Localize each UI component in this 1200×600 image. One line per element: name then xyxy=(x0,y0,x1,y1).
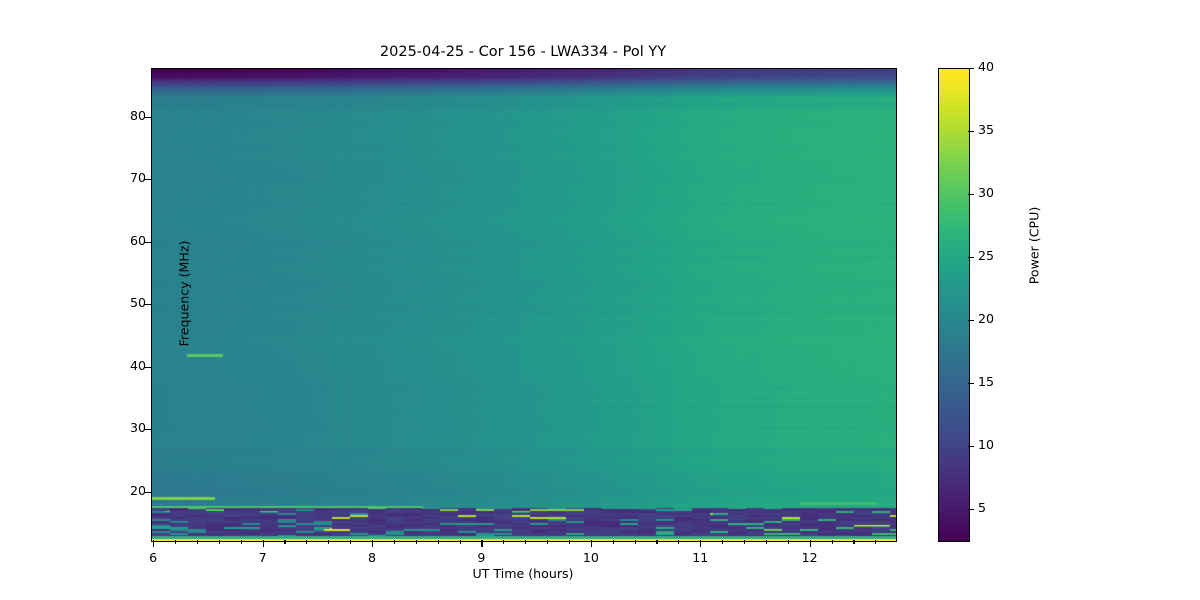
spectrogram-axes xyxy=(151,68,897,542)
y-tick-mark xyxy=(144,241,151,243)
x-axis-label: UT Time (hours) xyxy=(472,566,574,581)
x-minor-tick-mark xyxy=(875,540,877,544)
x-minor-tick-mark xyxy=(612,540,614,544)
x-tick-label: 8 xyxy=(367,550,376,565)
colorbar-tick-mark xyxy=(968,508,974,510)
colorbar-tick-label: 20 xyxy=(978,310,995,326)
colorbar-tick-mark xyxy=(968,130,974,133)
x-minor-tick-mark xyxy=(831,540,833,544)
x-minor-tick-mark xyxy=(393,540,395,544)
x-minor-tick-mark xyxy=(853,540,855,544)
x-minor-tick-mark xyxy=(437,540,439,544)
y-tick-mark xyxy=(144,429,151,431)
x-tick-label: 7 xyxy=(258,550,267,565)
colorbar-tick-mark xyxy=(968,319,974,321)
x-minor-tick-mark xyxy=(328,540,330,544)
y-tick-mark xyxy=(144,491,151,493)
x-minor-tick-mark xyxy=(415,540,417,544)
y-tick-label: 40 xyxy=(129,357,146,373)
colorbar-tick-mark xyxy=(968,256,974,258)
x-minor-tick-mark xyxy=(503,540,505,544)
x-tick-mark xyxy=(809,540,811,547)
colorbar-tick-label: 40 xyxy=(978,59,995,74)
y-tick-label: 50 xyxy=(129,295,146,311)
y-tick-mark xyxy=(144,116,151,118)
colorbar-label: Power (CPU) xyxy=(1026,206,1042,285)
x-tick-mark xyxy=(700,540,702,547)
x-minor-tick-mark xyxy=(306,540,308,544)
y-tick-label: 60 xyxy=(129,232,146,248)
x-tick-mark xyxy=(590,540,592,547)
y-tick-label: 20 xyxy=(129,482,146,498)
x-minor-tick-mark xyxy=(568,540,571,544)
page-title: 2025-04-25 - Cor 156 - LWA334 - Pol YY xyxy=(379,44,667,60)
x-tick-mark xyxy=(153,540,155,547)
y-tick-label: 80 xyxy=(129,107,146,123)
x-minor-tick-mark xyxy=(218,540,220,544)
x-tick-mark xyxy=(481,540,483,547)
x-tick-label: 11 xyxy=(692,550,709,565)
x-minor-tick-mark xyxy=(350,540,352,544)
x-tick-label: 6 xyxy=(149,550,158,565)
colorbar-tick-label: 5 xyxy=(978,499,987,515)
y-tick-mark xyxy=(144,304,151,306)
x-minor-tick-mark xyxy=(722,540,724,544)
x-minor-tick-mark xyxy=(634,540,636,544)
x-minor-tick-mark xyxy=(547,540,549,544)
x-tick-mark xyxy=(262,540,264,547)
x-minor-tick-mark xyxy=(678,540,680,544)
colorbar-tick-mark xyxy=(968,68,974,70)
axes-overlay: Frequency (MHz) 20 30 40 50 60 70 80 UT Time (… xyxy=(130,68,895,581)
colorbar xyxy=(938,68,970,542)
x-minor-tick-mark xyxy=(656,540,658,544)
colorbar-tick-label: 25 xyxy=(978,247,995,263)
spectrogram-heatmap xyxy=(152,69,896,541)
colorbar-tick-mark xyxy=(968,382,974,384)
y-tick-label: 30 xyxy=(129,420,146,436)
colorbar-tick-label: 35 xyxy=(978,121,995,137)
x-minor-tick-mark xyxy=(196,540,199,544)
x-tick-label: 12 xyxy=(801,550,818,565)
colorbar-tick-label: 10 xyxy=(978,436,995,452)
x-minor-tick-mark xyxy=(765,540,767,544)
x-minor-tick-mark xyxy=(175,540,177,544)
y-axis-label: Frequency (MHz) xyxy=(176,240,192,347)
colorbar-tick-mark xyxy=(968,445,974,447)
x-minor-tick-mark xyxy=(459,540,461,544)
y-tick-label: 70 xyxy=(129,170,146,186)
x-tick-label: 9 xyxy=(477,550,486,565)
x-minor-tick-mark xyxy=(284,540,286,544)
x-minor-tick-mark xyxy=(787,540,789,544)
colorbar-gradient xyxy=(939,69,969,541)
x-tick-mark xyxy=(372,540,374,547)
x-minor-tick-mark xyxy=(744,540,746,544)
colorbar-tick-mark xyxy=(968,193,974,195)
colorbar-tick-label: 30 xyxy=(978,184,995,200)
x-tick-label: 10 xyxy=(582,550,599,565)
colorbar-tick-label: 15 xyxy=(978,373,995,389)
y-tick-mark xyxy=(144,179,151,181)
x-minor-tick-mark xyxy=(240,540,242,544)
x-minor-tick-mark xyxy=(525,540,527,544)
y-tick-mark xyxy=(144,366,151,368)
